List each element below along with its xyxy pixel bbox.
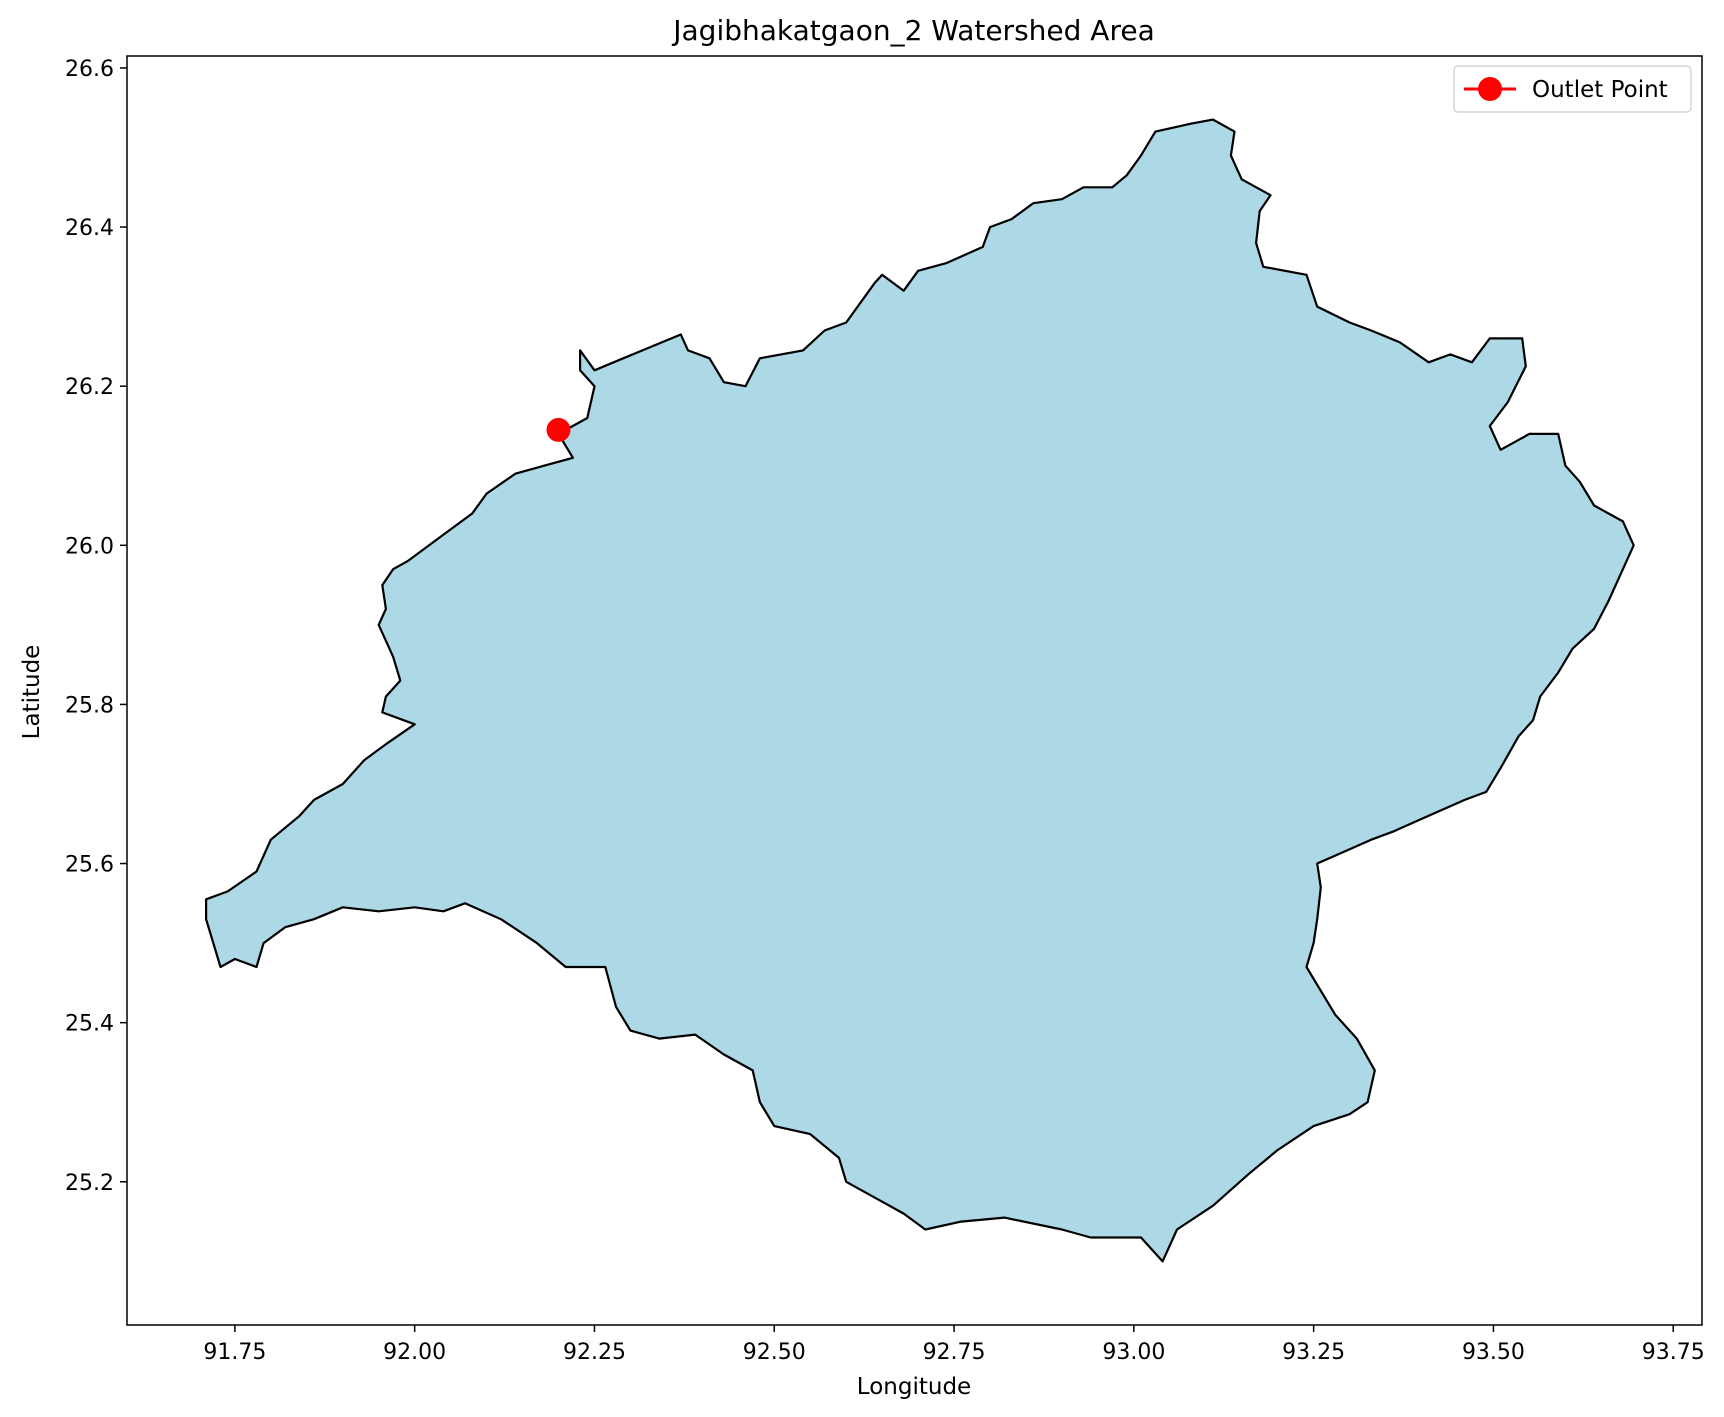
x-tick-label: 92.00 — [383, 1340, 446, 1365]
x-tick-label: 93.50 — [1462, 1340, 1525, 1365]
x-tick-label: 93.75 — [1642, 1340, 1705, 1365]
x-tick-label: 91.75 — [203, 1340, 266, 1365]
y-tick-label: 25.6 — [65, 853, 114, 878]
legend: Outlet Point — [1453, 65, 1692, 113]
outlet-point-marker — [546, 417, 571, 442]
x-axis-label: Longitude — [857, 1374, 971, 1400]
chart-title: Jagibhakatgaon_2 Watershed Area — [671, 14, 1154, 47]
x-tick-label: 92.75 — [923, 1340, 986, 1365]
plot-layer — [205, 118, 1635, 1263]
x-tick-label: 92.50 — [743, 1340, 806, 1365]
y-tick-label: 26.0 — [65, 534, 114, 559]
x-tick-label: 93.00 — [1102, 1340, 1165, 1365]
y-axis-ticks: 25.2 25.4 25.6 25.8 26.0 26.2 26.4 26.6 — [65, 57, 127, 1196]
y-tick-label: 25.4 — [65, 1012, 114, 1037]
x-axis-ticks: 91.75 92.00 92.25 92.50 92.75 93.00 93.25 93.50… — [203, 1325, 1705, 1365]
legend-box — [1453, 65, 1692, 113]
axes-frame — [126, 55, 1703, 1326]
legend-marker-swatch — [1478, 77, 1502, 101]
watershed-polygon — [205, 118, 1635, 1263]
y-tick-label: 26.2 — [65, 375, 114, 400]
legend-entry-label: Outlet Point — [1532, 77, 1668, 103]
y-tick-label: 25.8 — [65, 693, 114, 718]
y-axis-label: Latitude — [19, 645, 45, 740]
y-tick-label: 25.2 — [65, 1171, 114, 1196]
y-tick-label: 26.6 — [65, 57, 114, 82]
y-tick-label: 26.4 — [65, 216, 114, 241]
x-tick-label: 92.25 — [563, 1340, 626, 1365]
x-tick-label: 93.25 — [1282, 1340, 1345, 1365]
